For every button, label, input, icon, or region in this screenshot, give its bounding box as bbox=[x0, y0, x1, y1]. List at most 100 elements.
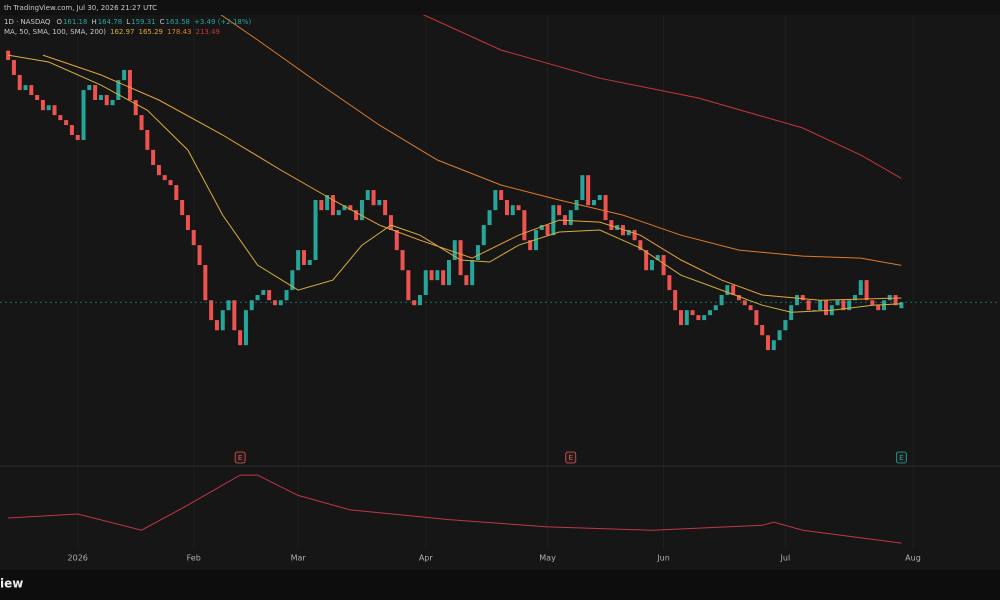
candle bbox=[707, 310, 712, 316]
candle bbox=[191, 230, 196, 246]
candle bbox=[696, 315, 701, 321]
candle bbox=[35, 95, 40, 100]
ma-value: 178.43 bbox=[167, 28, 192, 36]
candle bbox=[417, 295, 422, 306]
candle bbox=[597, 195, 602, 200]
candle bbox=[255, 295, 260, 301]
candle bbox=[528, 240, 533, 251]
candle bbox=[713, 305, 718, 311]
candle bbox=[58, 115, 63, 121]
candle bbox=[267, 290, 272, 301]
candle bbox=[661, 255, 666, 276]
candle bbox=[510, 205, 515, 216]
event-marker bbox=[895, 451, 907, 464]
x-tick-label: Apr bbox=[419, 554, 434, 563]
candle bbox=[220, 310, 225, 331]
candle bbox=[649, 260, 654, 271]
candle bbox=[731, 285, 736, 296]
candle bbox=[690, 310, 695, 316]
candle bbox=[742, 300, 747, 306]
candle bbox=[800, 295, 805, 301]
candle bbox=[452, 240, 457, 261]
candle bbox=[748, 305, 753, 311]
candle bbox=[673, 290, 678, 311]
grid bbox=[77, 15, 914, 548]
moving-average bbox=[42, 54, 902, 301]
candle bbox=[75, 134, 80, 140]
candle bbox=[522, 210, 527, 241]
candle bbox=[284, 290, 289, 301]
candle bbox=[475, 245, 480, 261]
candle bbox=[354, 210, 359, 221]
candle bbox=[93, 85, 98, 100]
candle bbox=[580, 175, 585, 200]
candle bbox=[667, 275, 672, 291]
candle bbox=[435, 270, 440, 281]
candle bbox=[736, 295, 741, 301]
candle bbox=[46, 105, 51, 111]
legend: 1D · NASDAQ O 161.18 H 164.78 L 159.31 C 163.58… bbox=[4, 18, 252, 36]
event-label: E bbox=[238, 454, 242, 462]
candle bbox=[539, 225, 544, 231]
moving-average bbox=[199, 0, 902, 266]
candle bbox=[104, 95, 109, 106]
candle bbox=[377, 199, 382, 206]
candle bbox=[638, 240, 643, 251]
candle bbox=[702, 315, 707, 321]
candle bbox=[823, 300, 828, 316]
time-axis: 2026 Feb Mar Apr May Jun Jul Aug bbox=[68, 554, 921, 563]
indicator-line bbox=[8, 474, 902, 544]
candle bbox=[516, 205, 521, 211]
candle bbox=[174, 185, 179, 200]
x-tick-label: Aug bbox=[905, 554, 921, 563]
candle bbox=[319, 199, 324, 211]
candle bbox=[290, 270, 295, 291]
candle bbox=[261, 290, 266, 296]
candle bbox=[87, 85, 92, 91]
candle bbox=[557, 205, 562, 216]
candle bbox=[818, 300, 823, 311]
candle bbox=[371, 190, 376, 206]
candle bbox=[678, 310, 683, 326]
candle bbox=[870, 300, 875, 306]
candle bbox=[307, 260, 312, 266]
candle bbox=[760, 325, 765, 336]
candle bbox=[777, 330, 782, 341]
candle bbox=[765, 335, 770, 351]
ohlc-key: O bbox=[56, 18, 62, 26]
candle bbox=[226, 300, 231, 311]
ohlc-value: 164.78 bbox=[98, 18, 123, 26]
candle bbox=[116, 80, 121, 100]
candle bbox=[23, 85, 28, 91]
candle bbox=[348, 205, 353, 211]
candle bbox=[232, 300, 237, 331]
change: +3.49 (+2.18%) bbox=[194, 18, 252, 26]
header-bar bbox=[0, 0, 1000, 15]
candle bbox=[441, 270, 446, 286]
event-marker bbox=[565, 451, 577, 464]
candle bbox=[586, 175, 591, 206]
candle bbox=[17, 74, 22, 91]
brand: iew bbox=[0, 577, 23, 591]
candle bbox=[336, 210, 341, 216]
candle bbox=[29, 85, 34, 96]
candle bbox=[156, 165, 161, 176]
candle bbox=[301, 250, 306, 266]
candle bbox=[185, 215, 190, 231]
candle bbox=[325, 195, 330, 211]
candle bbox=[620, 225, 625, 236]
candle bbox=[725, 285, 730, 296]
x-tick-label: May bbox=[539, 554, 556, 563]
candle bbox=[574, 199, 579, 211]
indicator-pane bbox=[8, 474, 902, 544]
candle bbox=[487, 210, 492, 226]
candle bbox=[365, 190, 370, 200]
moving-average bbox=[390, 0, 902, 179]
candle bbox=[423, 270, 428, 296]
candle bbox=[887, 295, 892, 301]
candle bbox=[110, 99, 115, 106]
ma-value: 162.97 bbox=[110, 28, 135, 36]
candle bbox=[238, 330, 243, 346]
